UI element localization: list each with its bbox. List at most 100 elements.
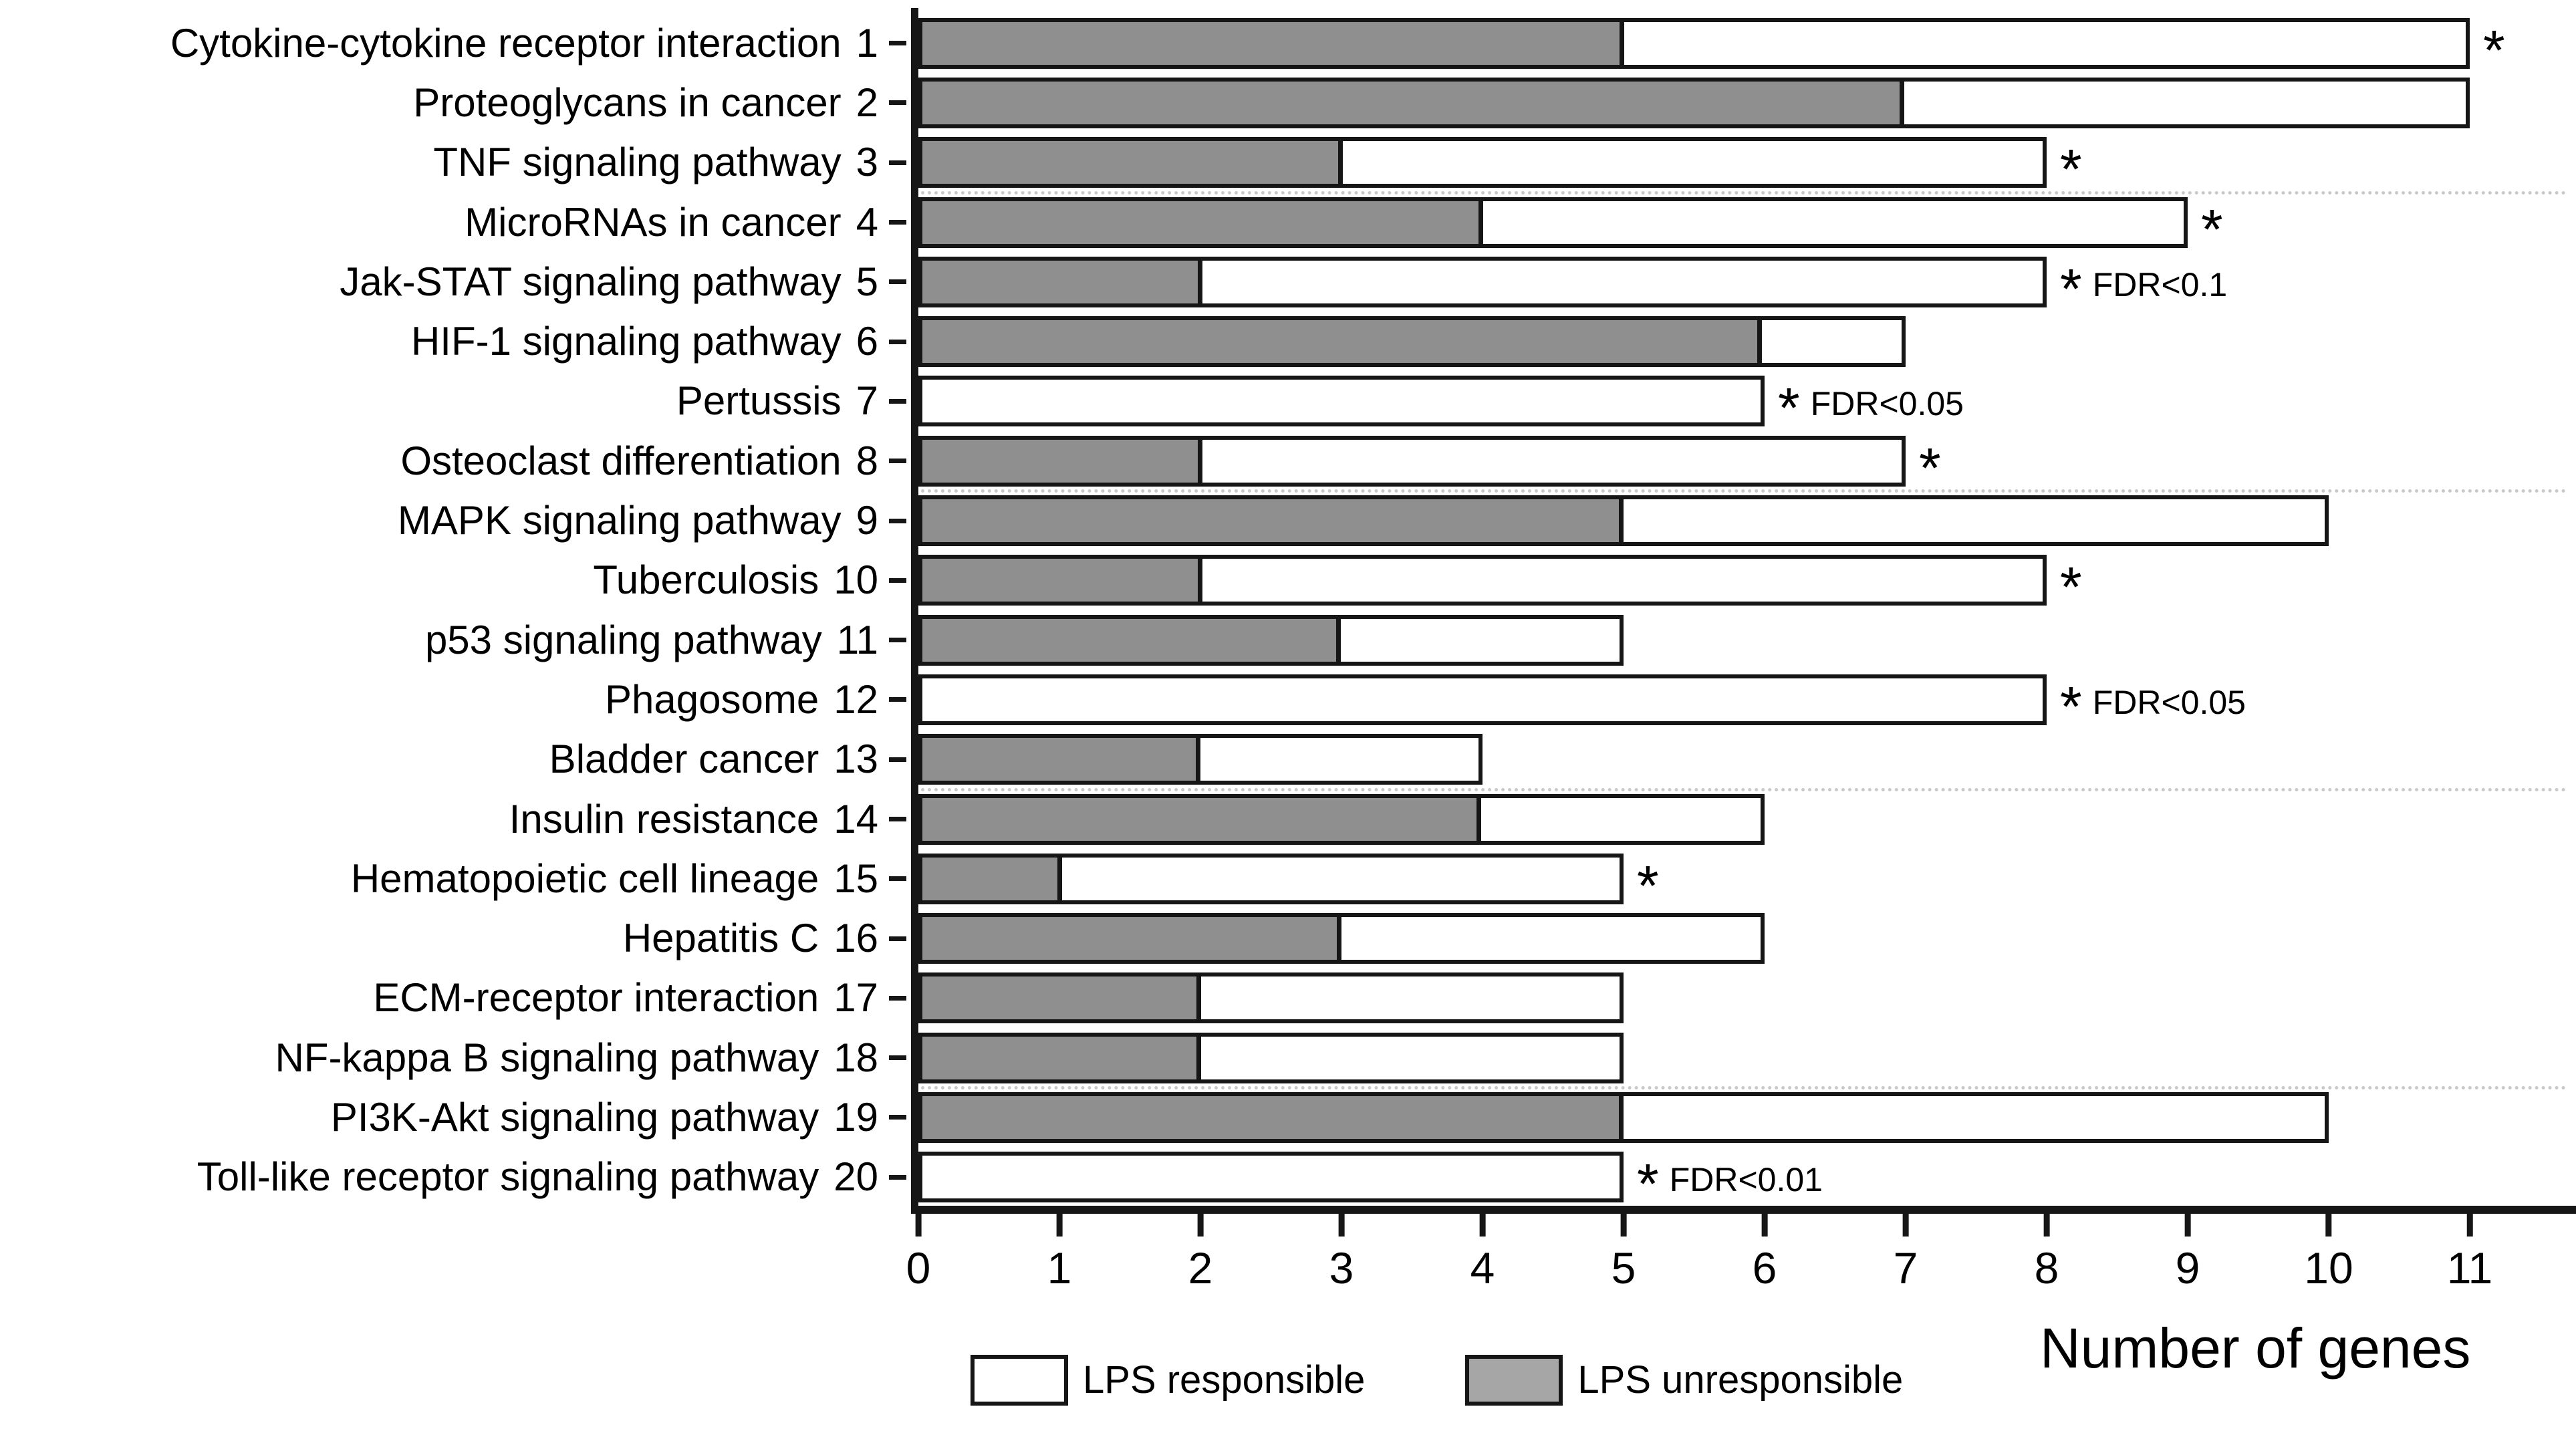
x-tick-mark	[1479, 1214, 1486, 1237]
category-label: Hepatitis C	[622, 916, 819, 961]
bar-segment-lps-unresponsible	[922, 81, 1905, 124]
y-tick-mark	[889, 995, 906, 1001]
bar-segment-lps-unresponsible	[922, 738, 1200, 781]
x-tick-label: 2	[1188, 1243, 1213, 1293]
bar-row	[918, 968, 2470, 1028]
category-row: ECM-receptor interaction 17	[0, 968, 910, 1028]
x-tick-mark	[1197, 1214, 1204, 1237]
x-axis-line	[911, 1206, 2576, 1214]
x-tick-label: 6	[1752, 1243, 1777, 1293]
x-tick: 10	[2304, 1214, 2353, 1290]
x-tick-label: 0	[906, 1243, 931, 1293]
stacked-bar	[918, 1152, 1624, 1203]
category-number: 2	[856, 80, 878, 125]
category-number: 19	[833, 1094, 878, 1140]
bar-segment-lps-unresponsible	[922, 797, 1481, 841]
significance-annotation: *	[1919, 433, 1952, 496]
x-tick-label: 3	[1329, 1243, 1354, 1293]
significance-asterisk: *	[2483, 18, 2505, 82]
y-tick-mark	[889, 398, 906, 404]
stacked-bar	[918, 853, 1624, 904]
x-tick-label: 7	[1893, 1243, 1918, 1293]
bar-segment-lps-unresponsible	[922, 977, 1202, 1020]
significance-annotation: *	[2060, 134, 2093, 197]
category-label: Proteoglycans in cancer	[413, 80, 842, 125]
category-label: Osteoclast differentiation	[400, 438, 842, 483]
bar-row	[918, 730, 2470, 789]
stacked-bar	[918, 913, 1765, 964]
y-tick-mark	[889, 1055, 906, 1061]
fdr-threshold-label: FDR<0.05	[2092, 683, 2246, 721]
category-label: Bladder cancer	[549, 737, 819, 782]
x-tick: 0	[906, 1214, 931, 1293]
category-row: Hematopoietic cell lineage 15	[0, 849, 910, 908]
category-row: PI3K-Akt signaling pathway 19	[0, 1087, 910, 1147]
bar-row: * FDR<0.05	[918, 670, 2470, 735]
bar-row	[918, 610, 2470, 670]
bar-segment-lps-unresponsible	[922, 260, 1202, 303]
category-number: 1	[856, 20, 878, 66]
bar-row: *	[918, 13, 2505, 78]
category-number: 15	[833, 856, 878, 901]
x-tick: 11	[2447, 1214, 2492, 1290]
legend-label-lps-unresponsible: LPS unresponsible	[1577, 1358, 1904, 1402]
x-tick: 6	[1753, 1214, 1777, 1290]
category-number: 6	[856, 319, 878, 364]
category-label: ECM-receptor interaction	[373, 975, 819, 1021]
category-label: HIF-1 signaling pathway	[410, 319, 842, 364]
y-tick-mark	[889, 160, 906, 165]
x-tick-label: 4	[1470, 1243, 1495, 1293]
bar-segment-lps-unresponsible	[922, 1095, 1624, 1139]
stacked-bar	[918, 435, 1906, 487]
fdr-threshold-label: FDR<0.01	[1669, 1161, 1823, 1199]
category-row: Tuberculosis 10	[0, 551, 910, 610]
dotted-gridline	[921, 190, 2567, 194]
category-number: 16	[833, 916, 878, 961]
stacked-bar	[918, 674, 2047, 725]
category-row: Jak-STAT signaling pathway 5	[0, 252, 910, 311]
significance-annotation: * FDR<0.01	[1637, 1149, 1823, 1212]
legend-swatch-lps-unresponsible	[1465, 1355, 1563, 1406]
category-row: Proteoglycans in cancer 2	[0, 73, 910, 132]
significance-asterisk: *	[2060, 257, 2082, 320]
bar-row	[918, 491, 2470, 550]
bar-row: * FDR<0.01	[918, 1148, 2470, 1212]
category-label: MAPK signaling pathway	[397, 498, 842, 543]
stacked-bar	[918, 1032, 1624, 1083]
significance-annotation: *	[2060, 552, 2093, 615]
stacked-bar	[918, 793, 1765, 845]
stacked-bar	[918, 1091, 2329, 1143]
stacked-bar	[918, 376, 1765, 427]
legend-label-lps-responsible: LPS responsible	[1083, 1358, 1366, 1402]
x-tick-mark	[915, 1214, 922, 1237]
significance-annotation: * FDR<0.1	[2060, 254, 2227, 317]
bar-segment-lps-unresponsible	[922, 1036, 1202, 1079]
stacked-bar	[918, 77, 2470, 128]
y-tick-mark	[889, 757, 906, 762]
legend-swatch-lps-responsible	[971, 1355, 1068, 1406]
bar-row	[918, 1087, 2470, 1147]
x-tick-label: 1	[1047, 1243, 1072, 1293]
category-number: 4	[856, 199, 878, 245]
y-tick-mark	[889, 279, 906, 285]
category-number: 7	[856, 378, 878, 424]
category-row: MAPK signaling pathway 9	[0, 491, 910, 550]
category-row: Hepatitis C 16	[0, 908, 910, 968]
x-tick-label: 8	[2034, 1243, 2059, 1293]
bar-row: * FDR<0.1	[918, 252, 2470, 317]
category-label: Insulin resistance	[509, 796, 819, 841]
x-tick-mark	[2043, 1214, 2050, 1237]
x-tick-label: 9	[2175, 1243, 2200, 1293]
category-label: Toll-like receptor signaling pathway	[197, 1154, 819, 1200]
x-tick: 4	[1470, 1214, 1495, 1290]
category-row: Bladder cancer 13	[0, 730, 910, 789]
significance-asterisk: *	[2060, 555, 2082, 619]
category-number: 14	[833, 796, 878, 841]
category-row: NF-kappa B signaling pathway 18	[0, 1028, 910, 1087]
dotted-gridline	[921, 787, 2567, 791]
bar-segment-lps-unresponsible	[922, 141, 1343, 184]
bar-segment-lps-unresponsible	[922, 559, 1202, 602]
stacked-bar	[918, 197, 2188, 248]
y-tick-mark	[889, 1115, 906, 1120]
